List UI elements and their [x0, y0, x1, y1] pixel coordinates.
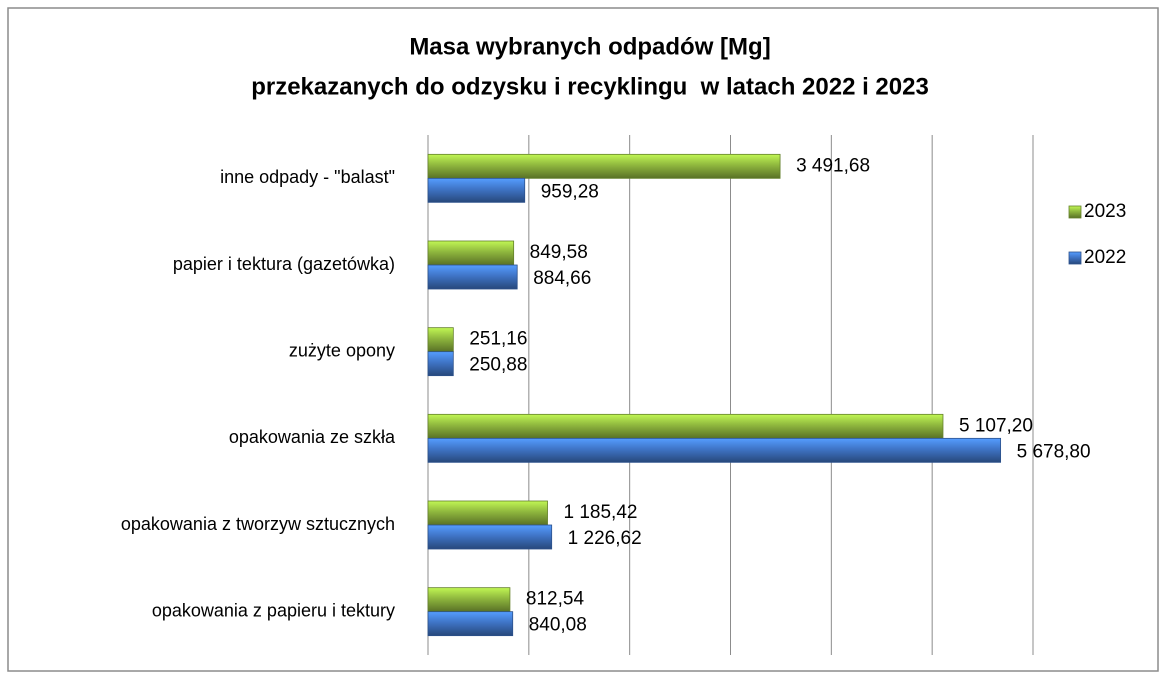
bar: [427, 177, 526, 203]
chart-title: przekazanych do odzysku i recyklingu w l…: [251, 73, 929, 100]
bar: [427, 611, 514, 637]
y-tick-label: zużyte opony: [289, 340, 395, 360]
bar: [427, 327, 454, 353]
chart-frame: [7, 7, 1159, 672]
data-label: 959,28: [541, 181, 599, 202]
bar: [427, 351, 454, 377]
y-tick-label: opakowania z tworzyw sztucznych: [121, 514, 395, 534]
data-label: 251,16: [469, 329, 527, 350]
bar: [427, 500, 548, 526]
bar: [427, 413, 944, 439]
data-label: 5 678,80: [1017, 441, 1091, 462]
data-label: 1 185,42: [564, 502, 638, 523]
bar: [427, 264, 518, 290]
bar: [427, 524, 553, 550]
chart-title: Masa wybranych odpadów [Mg]: [409, 33, 770, 60]
y-tick-label: inne odpady - "balast": [220, 167, 395, 187]
bar: [427, 153, 781, 179]
data-label: 3 491,68: [796, 155, 870, 176]
data-label: 5 107,20: [959, 415, 1033, 436]
data-label: 884,66: [533, 268, 591, 289]
data-label: 1 226,62: [568, 528, 642, 549]
y-tick-label: opakowania z papieru i tektury: [152, 600, 395, 620]
legend-label: 2022: [1084, 247, 1126, 268]
data-label: 250,88: [469, 355, 527, 376]
legend-swatch: [1068, 205, 1082, 219]
y-tick-label: opakowania ze szkła: [229, 427, 396, 447]
data-label: 812,54: [526, 589, 585, 610]
bar: [427, 587, 511, 613]
bar: [427, 437, 1002, 463]
y-tick-label: papier i tektura (gazetówka): [173, 254, 395, 274]
data-label: 840,08: [529, 615, 587, 636]
legend-swatch: [1068, 251, 1082, 265]
legend-label: 2023: [1084, 201, 1126, 222]
bar: [427, 240, 515, 266]
data-label: 849,58: [530, 242, 588, 263]
